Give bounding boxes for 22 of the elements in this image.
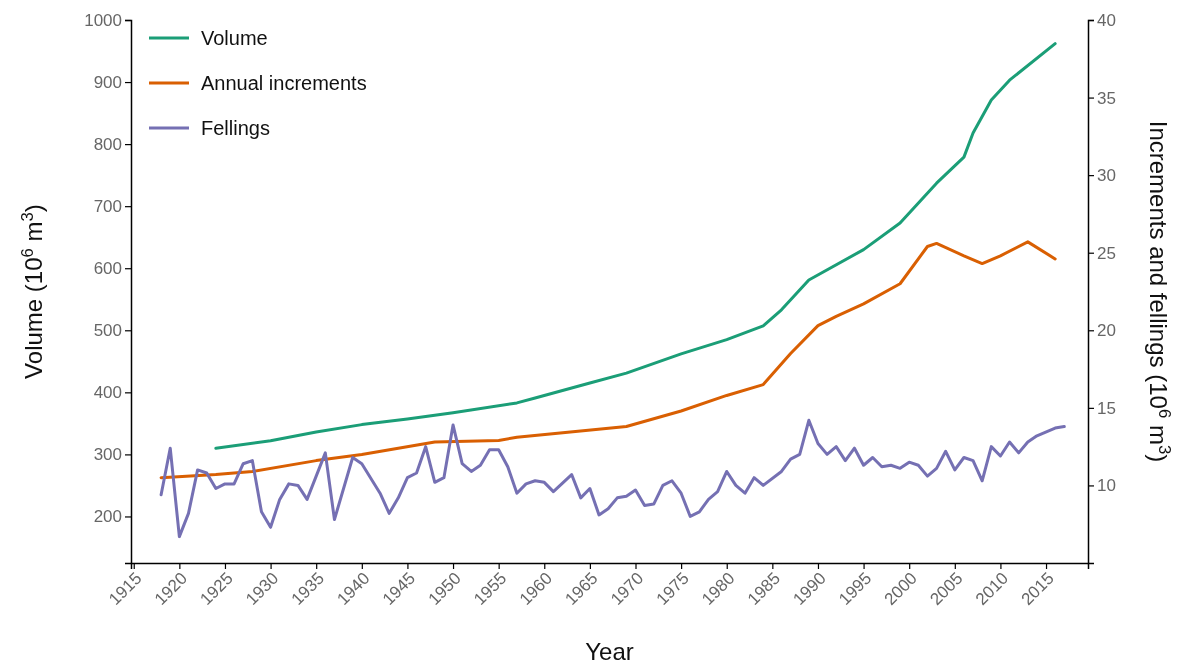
y2-tick-label: 10 — [1097, 476, 1116, 496]
y2-tick-label: 15 — [1097, 398, 1116, 418]
y-tick-label: 300 — [93, 445, 122, 465]
y2-tick-label: 25 — [1097, 243, 1116, 263]
y-tick-label: 400 — [93, 383, 122, 403]
y-tick-label: 800 — [93, 135, 122, 155]
line-series — [159, 418, 1066, 539]
y-tick-label: 1000 — [84, 10, 122, 30]
y-tick-label: 200 — [93, 507, 122, 527]
y-tick-label: 900 — [93, 73, 122, 92]
x-axis-title: Year — [585, 638, 634, 665]
y-tick-label: 700 — [93, 197, 122, 217]
y2-tick-label: 20 — [1097, 321, 1116, 341]
y2-tick-label: 40 — [1097, 10, 1116, 30]
y2-tick-label: 30 — [1097, 166, 1116, 186]
line-series — [159, 240, 1057, 480]
y-tick-label: 600 — [93, 259, 122, 279]
legend-label: Fellings — [201, 117, 270, 139]
y-tick-label: 500 — [93, 321, 122, 341]
y2-tick-label: 35 — [1097, 88, 1116, 108]
legend-label: Volume — [201, 27, 268, 49]
legend-label: Annual increments — [201, 72, 367, 94]
